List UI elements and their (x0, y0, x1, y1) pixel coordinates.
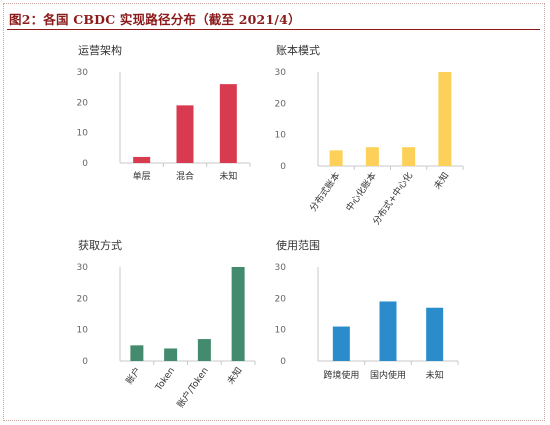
title-divider (7, 29, 540, 30)
y-tick-label: 10 (275, 131, 287, 141)
y-tick-label: 10 (77, 326, 89, 336)
x-tick-label: 中心化账本 (343, 170, 379, 214)
y-tick-label: 0 (82, 159, 88, 169)
bar (176, 105, 194, 163)
bar (164, 348, 178, 361)
x-tick-label: 单层 (133, 170, 151, 182)
y-tick-label: 0 (280, 357, 286, 367)
y-tick-label: 30 (275, 68, 287, 78)
bar (231, 267, 245, 361)
y-tick-label: 10 (275, 326, 287, 336)
bar (133, 156, 151, 163)
chart-title: 获取方式 (78, 238, 122, 252)
bar (332, 326, 350, 361)
y-tick-label: 30 (275, 263, 287, 273)
bar (402, 147, 416, 166)
bar (365, 147, 379, 166)
y-tick-label: 10 (77, 129, 89, 139)
bar (329, 150, 343, 166)
y-tick-label: 30 (77, 68, 89, 78)
chart-operating-architecture: 运营架构 0 10 20 30 单层 混合 未知 (77, 43, 251, 182)
y-tick-label: 20 (77, 294, 89, 304)
figure-title: 图2：各国 CBDC 实现路径分布（截至 2021/4） (9, 12, 301, 27)
y-tick-label: 20 (275, 294, 287, 304)
x-tick-label: 国内使用 (370, 369, 406, 381)
x-tick-label: 未知 (431, 170, 451, 192)
bar (130, 345, 144, 361)
bar (438, 72, 452, 166)
chart-title: 账本模式 (276, 43, 320, 57)
bar (197, 339, 211, 361)
x-tick-label: 未知 (426, 369, 444, 381)
x-tick-label: 账户/Token (174, 365, 211, 410)
figure-frame (3, 3, 545, 421)
y-tick-label: 0 (82, 357, 88, 367)
x-tick-label: 未知 (219, 170, 237, 182)
bar (219, 84, 237, 163)
x-tick-label: 跨境使用 (323, 369, 359, 381)
y-tick-label: 20 (275, 99, 287, 109)
x-tick-label: 分布式账本 (307, 170, 343, 214)
x-tick-label: 混合 (176, 170, 194, 182)
bar (379, 301, 397, 361)
bar (426, 307, 444, 361)
x-tick-label: 未知 (224, 365, 244, 387)
chart-title: 运营架构 (78, 43, 122, 57)
chart-title: 使用范围 (276, 238, 320, 252)
y-tick-label: 0 (280, 162, 286, 172)
chart-usage-scope: 使用范围 0 10 20 30 跨境使用 国内使用 未知 (275, 238, 459, 381)
y-tick-label: 20 (77, 98, 89, 108)
x-tick-label: Token (154, 366, 177, 394)
y-tick-label: 30 (77, 263, 89, 273)
x-tick-label: 账户 (123, 365, 143, 387)
